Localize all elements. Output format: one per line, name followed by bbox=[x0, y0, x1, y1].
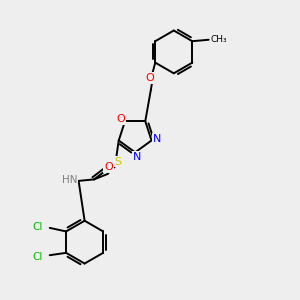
Text: N: N bbox=[133, 152, 142, 162]
Text: N: N bbox=[153, 134, 161, 144]
Text: S: S bbox=[114, 157, 121, 166]
Text: Cl: Cl bbox=[33, 222, 43, 232]
Text: O: O bbox=[104, 162, 113, 172]
Text: CH₃: CH₃ bbox=[210, 35, 227, 44]
Text: O: O bbox=[116, 114, 125, 124]
Text: O: O bbox=[146, 73, 154, 83]
Text: Cl: Cl bbox=[33, 252, 43, 262]
Text: HN: HN bbox=[61, 175, 77, 185]
